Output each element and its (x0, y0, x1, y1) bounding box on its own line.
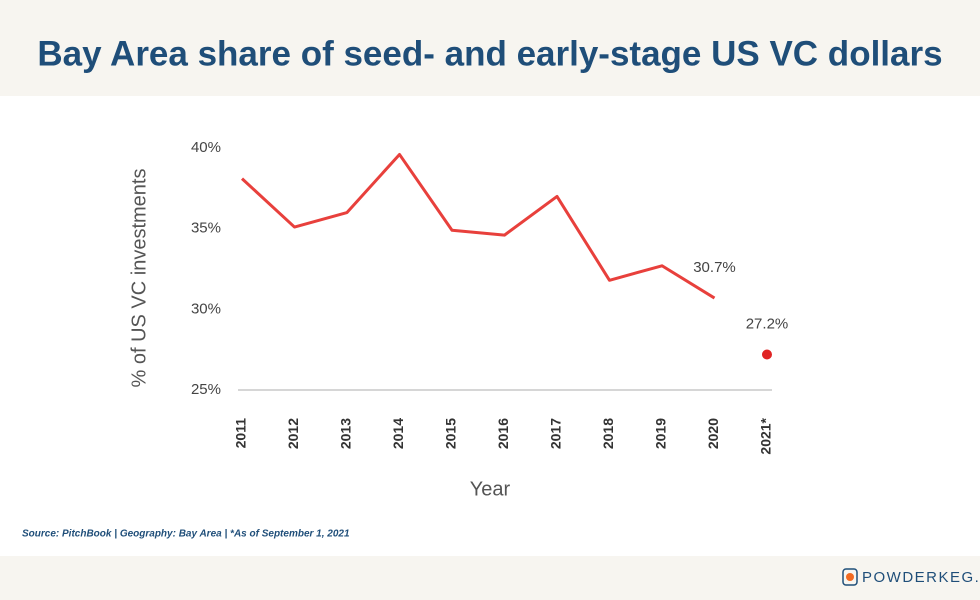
x-tick-label: 2013 (338, 418, 354, 449)
x-tick-label: 2011 (233, 418, 249, 449)
x-tick-label: 2015 (443, 418, 459, 449)
logo-dot (846, 573, 854, 581)
logo-icon (842, 568, 858, 586)
x-tick-label: 2017 (548, 418, 564, 449)
data-line (240, 152, 716, 300)
data-label: 27.2% (746, 315, 789, 332)
x-tick-label: 2020 (705, 418, 721, 449)
x-tick-label: 2021* (758, 417, 774, 454)
x-tick-label: 2016 (495, 418, 511, 449)
source-note: Source: PitchBook | Geography: Bay Area … (22, 529, 350, 540)
x-tick-label: 2012 (285, 418, 301, 449)
x-tick-label: 2019 (653, 418, 669, 449)
data-point (762, 349, 772, 360)
brand-logo: POWDERKEG. (862, 569, 980, 586)
data-label: 30.7% (693, 259, 736, 276)
header-band (0, 0, 980, 96)
y-tick-label: 40% (191, 139, 221, 156)
chart-title: Bay Area share of seed- and early-stage … (37, 34, 942, 73)
y-tick-label: 30% (191, 300, 221, 317)
y-tick-label: 25% (191, 381, 221, 398)
x-tick-label: 2014 (390, 418, 406, 449)
y-axis-label: % of US VC investments (128, 169, 150, 388)
x-axis-label: Year (470, 478, 511, 500)
x-tick-label: 2018 (600, 418, 616, 449)
logo-frame (842, 568, 858, 586)
y-tick-label: 35% (191, 220, 221, 237)
footer-band (0, 556, 980, 600)
